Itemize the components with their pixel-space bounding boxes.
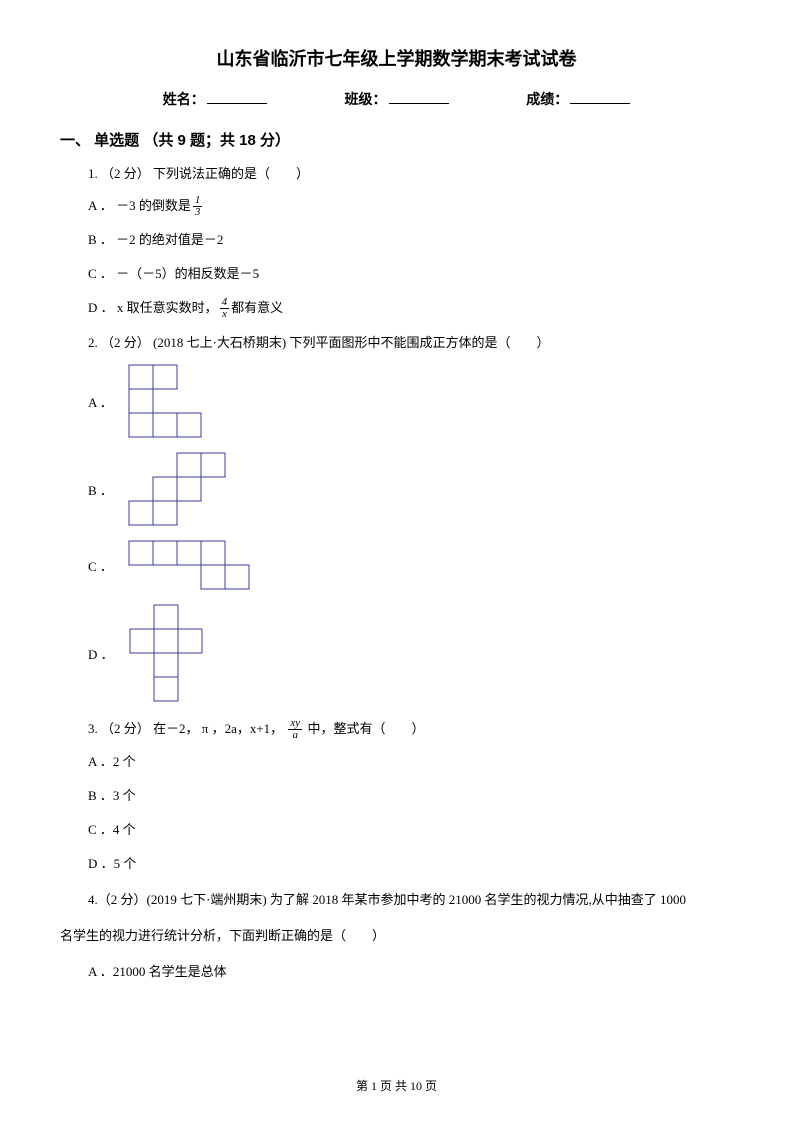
page-footer: 第 1 页 共 10 页 <box>0 1077 793 1094</box>
q1-option-d: D ． x 取任意实数时， 4 x 都有意义 <box>88 295 733 321</box>
q2-option-c: C ． <box>88 539 733 595</box>
q1-optD-fraction: 4 x <box>220 297 230 320</box>
question-3: 3. （2 分） 在－2， π ，2a，x+1， xy a 中，整式有（ ） A… <box>88 717 733 878</box>
q1-optA-prefix: A ． －3 的倒数是 <box>88 193 191 219</box>
q3-option-a: A ．2 个 <box>88 749 733 775</box>
q2-optD-label: D ． <box>88 642 114 668</box>
question-2: 2. （2 分） (2018 七上·大石桥期末) 下列平面图形中不能围成正方体的… <box>88 331 733 706</box>
q1-option-a: A ． －3 的倒数是 1 3 <box>88 193 733 219</box>
score-label: 成绩： <box>526 91 568 107</box>
class-blank <box>389 103 449 104</box>
q2-optB-label: B ． <box>88 478 113 504</box>
q3-option-c: C ．4 个 <box>88 817 733 843</box>
question-4-line1: 4.（2 分）(2019 七下·端州期末) 为了解 2018 年某市参加中考的 … <box>88 887 733 913</box>
question-4-options: A ．21000 名学生是总体 <box>88 959 733 985</box>
exam-title: 山东省临沂市七年级上学期数学期末考试试卷 <box>60 45 733 71</box>
q3-den: a <box>288 730 302 741</box>
net-a-svg <box>127 363 227 443</box>
score-blank <box>570 103 630 104</box>
q1-text: 1. （2 分） 下列说法正确的是（ ） <box>88 162 733 185</box>
question-4-line2: 名学生的视力进行统计分析，下面判断正确的是（ ） <box>60 923 733 949</box>
q1-optA-fraction: 1 3 <box>193 195 203 218</box>
net-c-svg <box>127 539 275 595</box>
q2-option-d: D ． <box>88 603 733 707</box>
q2-option-b: B ． <box>88 451 733 531</box>
q1-option-c: C ． －（－5）的相反数是－5 <box>88 261 733 287</box>
info-line: 姓名： 班级： 成绩： <box>60 89 733 109</box>
q3-text: 3. （2 分） 在－2， π ，2a，x+1， xy a 中，整式有（ ） <box>88 717 733 742</box>
q1-optA-den: 3 <box>193 207 203 218</box>
q4-option-a: A ．21000 名学生是总体 <box>88 959 733 985</box>
q3-fraction: xy a <box>288 718 302 741</box>
q2-option-a: A ． <box>88 363 733 443</box>
class-label: 班级： <box>345 91 387 107</box>
q3-suffix: 中，整式有（ ） <box>307 721 424 736</box>
q2-optA-label: A ． <box>88 390 113 416</box>
q1-optD-suffix: 都有意义 <box>231 295 283 321</box>
q1-option-b: B ． －2 的绝对值是－2 <box>88 227 733 253</box>
q2-text: 2. （2 分） (2018 七上·大石桥期末) 下列平面图形中不能围成正方体的… <box>88 331 733 354</box>
q1-optD-den: x <box>220 309 230 320</box>
name-blank <box>207 103 267 104</box>
q3-option-d: D ．5 个 <box>88 851 733 877</box>
q2-optC-label: C ． <box>88 554 113 580</box>
q3-prefix: 3. （2 分） 在－2， π ，2a，x+1， <box>88 721 283 736</box>
net-d-svg <box>128 603 228 707</box>
name-label: 姓名： <box>163 91 205 107</box>
q3-option-b: B ．3 个 <box>88 783 733 809</box>
q1-optD-prefix: D ． x 取任意实数时， <box>88 295 218 321</box>
section-header: 一、 单选题 （共 9 题；共 18 分） <box>60 129 733 150</box>
question-1: 1. （2 分） 下列说法正确的是（ ） A ． －3 的倒数是 1 3 B ．… <box>88 162 733 321</box>
net-b-svg <box>127 451 251 531</box>
